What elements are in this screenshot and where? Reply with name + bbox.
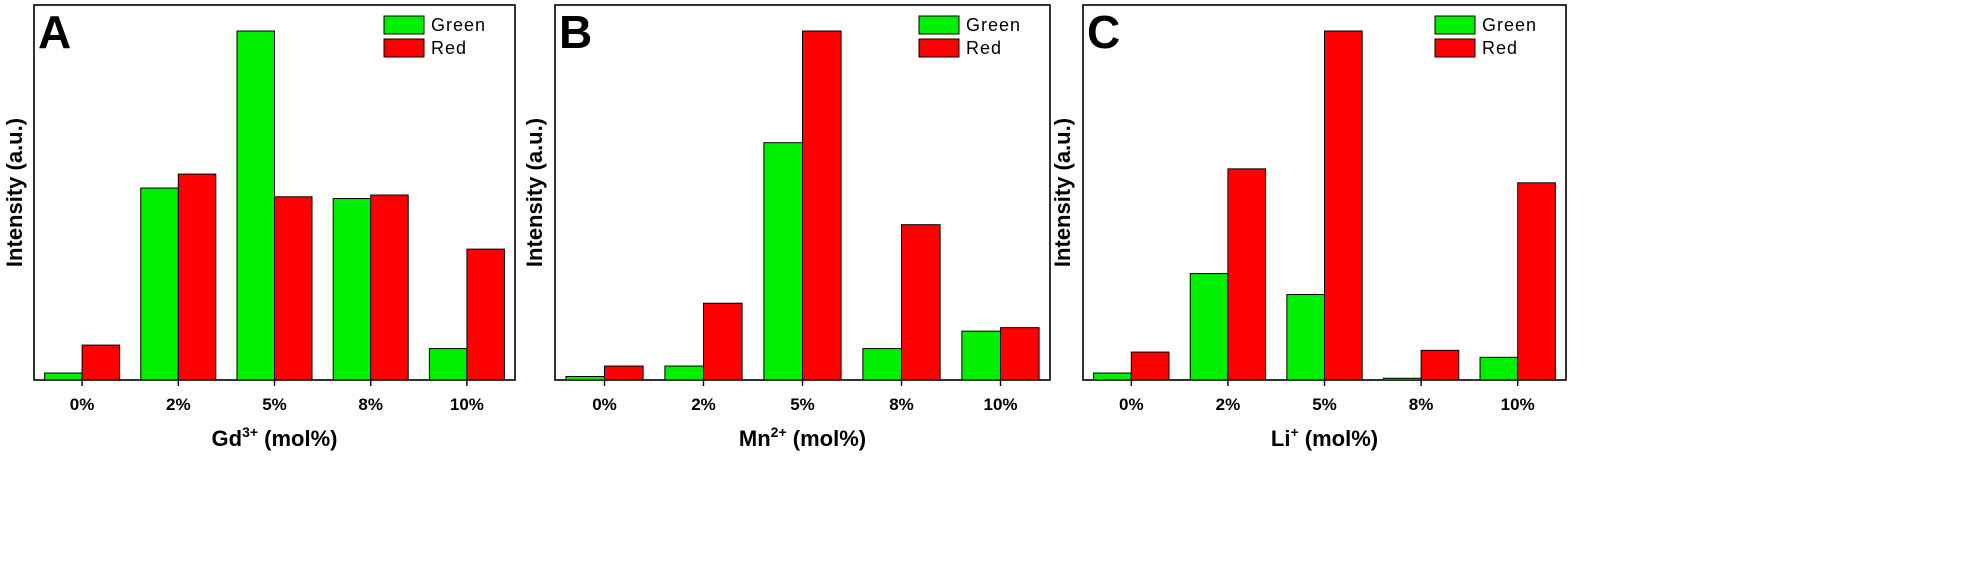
bar-green-8pct bbox=[332, 198, 372, 381]
bar-red-8pct bbox=[901, 224, 941, 381]
panel-letter: A bbox=[38, 6, 71, 58]
legend-label-green: Green bbox=[431, 15, 486, 35]
x-tick-label: 2% bbox=[691, 395, 716, 414]
x-tick-label: 8% bbox=[889, 395, 914, 414]
bar-green-2pct bbox=[140, 187, 179, 381]
x-tick-label: 2% bbox=[166, 395, 191, 414]
bar-red-2pct bbox=[177, 173, 217, 381]
panel-a: 0% 2% 5% 8% 10% A Green Red Intensity (a.u.) Gd3+… bbox=[0, 0, 530, 571]
legend-swatch-green bbox=[918, 15, 960, 35]
bar-red-5pct bbox=[1324, 30, 1363, 381]
x-axis-title: Gd3+ (mol%) bbox=[212, 424, 338, 451]
bar-green-10pct bbox=[1479, 356, 1519, 381]
bar-red-10pct bbox=[1517, 182, 1556, 381]
x-tick-label: 5% bbox=[790, 395, 815, 414]
x-tick-label: 5% bbox=[262, 395, 287, 414]
bar-green-10pct bbox=[961, 330, 1002, 381]
bar-red-0pct bbox=[81, 344, 121, 381]
chart-a: 0% 2% 5% 8% 10% A Green Red Intensity (a.u.) Gd3+… bbox=[2, 4, 516, 451]
x-tick-label: 10% bbox=[983, 395, 1017, 414]
legend-swatch-green bbox=[383, 15, 425, 35]
bar-green-5pct bbox=[763, 142, 803, 381]
x-tick-label: 8% bbox=[1409, 395, 1434, 414]
x-axis-title: Mn2+ (mol%) bbox=[739, 424, 866, 451]
legend-swatch-red bbox=[383, 38, 425, 58]
bar-green-8pct bbox=[862, 348, 903, 381]
bar-red-2pct bbox=[1227, 168, 1267, 381]
legend-label-green: Green bbox=[1482, 15, 1537, 35]
x-tick-label: 0% bbox=[70, 395, 95, 414]
chart-b: 0% 2% 5% 8% 10% B Green Red Intensity (a.u.) Mn2+… bbox=[522, 4, 1051, 451]
bar-green-2pct bbox=[664, 365, 704, 381]
x-tick-label: 8% bbox=[358, 395, 383, 414]
bar-green-2pct bbox=[1189, 273, 1229, 381]
bar-red-2pct bbox=[703, 302, 743, 381]
bar-green-5pct bbox=[1286, 293, 1326, 381]
bar-red-0pct bbox=[604, 365, 644, 381]
x-tick-label: 10% bbox=[1501, 395, 1535, 414]
bar-green-5pct bbox=[236, 30, 275, 381]
bar-red-0pct bbox=[1130, 351, 1170, 381]
x-tick-label: 10% bbox=[450, 395, 484, 414]
panel-c: 0% 2% 5% 8% 10% C Green Red Intensity (a.u.) Li+ … bbox=[1048, 0, 1568, 571]
bar-red-8pct bbox=[370, 194, 409, 381]
legend-swatch-red bbox=[918, 38, 960, 58]
panel-letter: C bbox=[1087, 6, 1120, 58]
panel-b: 0% 2% 5% 8% 10% B Green Red Intensity (a.u.) Mn2+… bbox=[520, 0, 1060, 571]
bar-green-0pct bbox=[1093, 372, 1132, 381]
chart-c: 0% 2% 5% 8% 10% C Green Red Intensity (a.u.) Li+ … bbox=[1050, 4, 1567, 451]
legend-label-red: Red bbox=[966, 38, 1002, 58]
bar-red-10pct bbox=[1000, 327, 1040, 381]
bar-red-5pct bbox=[802, 30, 842, 381]
bar-green-10pct bbox=[428, 348, 468, 381]
x-tick-label: 5% bbox=[1312, 395, 1337, 414]
legend-swatch-red bbox=[1434, 38, 1476, 58]
panel-letter: B bbox=[559, 6, 592, 58]
bar-green-0pct bbox=[565, 376, 605, 381]
y-axis-title: Intensity (a.u.) bbox=[522, 118, 547, 267]
bar-green-8pct bbox=[1382, 377, 1422, 381]
x-tick-label: 0% bbox=[1119, 395, 1144, 414]
bar-red-5pct bbox=[274, 196, 313, 381]
legend-label-green: Green bbox=[966, 15, 1021, 35]
x-axis-title: Li+ (mol%) bbox=[1271, 424, 1378, 451]
legend-label-red: Red bbox=[1482, 38, 1518, 58]
y-axis-title: Intensity (a.u.) bbox=[1050, 118, 1075, 267]
bar-red-8pct bbox=[1420, 349, 1460, 381]
legend-swatch-green bbox=[1434, 15, 1476, 35]
x-tick-label: 0% bbox=[592, 395, 617, 414]
bar-green-0pct bbox=[44, 372, 83, 381]
x-tick-label: 2% bbox=[1216, 395, 1241, 414]
bar-red-10pct bbox=[466, 248, 505, 381]
legend-label-red: Red bbox=[431, 38, 467, 58]
y-axis-title: Intensity (a.u.) bbox=[2, 118, 27, 267]
